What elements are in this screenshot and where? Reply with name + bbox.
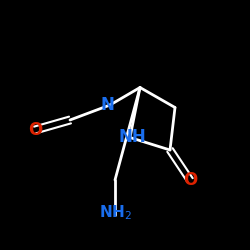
- Text: O: O: [28, 121, 42, 139]
- Text: NH: NH: [119, 128, 146, 146]
- Text: NH$_2$: NH$_2$: [98, 203, 132, 222]
- Text: N: N: [100, 96, 114, 114]
- Text: O: O: [183, 171, 197, 189]
